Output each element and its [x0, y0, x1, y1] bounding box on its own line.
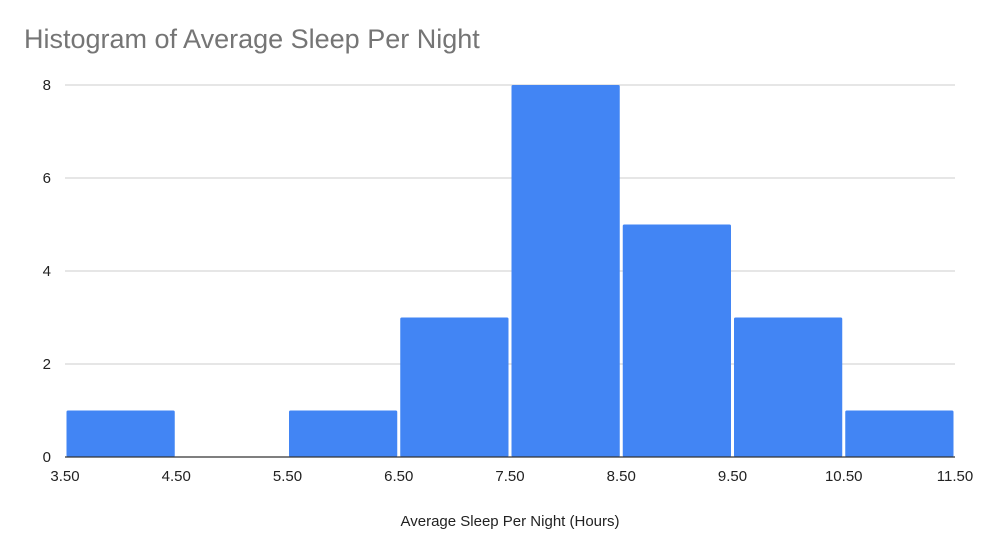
- y-tick-label-2: 2: [43, 356, 51, 373]
- bar-layer: [66, 85, 954, 457]
- y-tick-label-6: 6: [43, 170, 51, 187]
- y-tick-label-0: 0: [43, 449, 51, 466]
- y-tick-labels: 0 2 4 6 8: [43, 77, 51, 466]
- y-tick-label-8: 8: [43, 77, 51, 94]
- x-tick-label-8: 11.50: [937, 468, 973, 485]
- x-tick-label-6: 9.50: [718, 468, 747, 485]
- histogram-bar-0: [66, 410, 175, 457]
- histogram-bar-4: [511, 85, 620, 457]
- x-tick-label-7: 10.50: [825, 468, 863, 485]
- x-tick-label-4: 7.50: [495, 468, 524, 485]
- x-axis-title: Average Sleep Per Night (Hours): [401, 513, 620, 530]
- chart-title: Histogram of Average Sleep Per Night: [24, 24, 480, 54]
- histogram-bar-5: [622, 224, 731, 457]
- x-tick-label-1: 4.50: [162, 468, 191, 485]
- histogram-bar-7: [845, 410, 954, 457]
- x-tick-label-0: 3.50: [50, 468, 79, 485]
- x-tick-label-2: 5.50: [273, 468, 302, 485]
- histogram-bar-3: [400, 317, 509, 457]
- x-tick-label-3: 6.50: [384, 468, 413, 485]
- y-tick-label-4: 4: [43, 263, 51, 280]
- histogram-bar-6: [734, 317, 843, 457]
- histogram-bar-2: [289, 410, 398, 457]
- x-tick-label-5: 8.50: [607, 468, 636, 485]
- x-tick-labels: 3.50 4.50 5.50 6.50 7.50 8.50 9.50 10.50 11.50: [50, 468, 973, 485]
